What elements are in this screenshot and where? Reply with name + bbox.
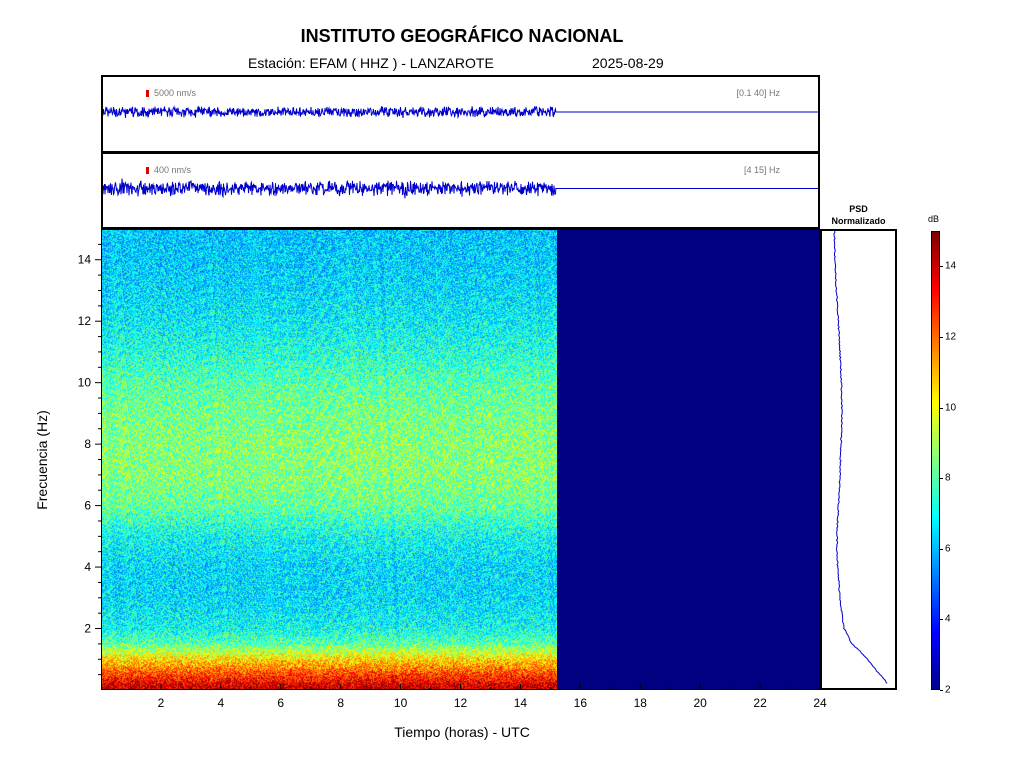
x-tick-label: 20 [693,696,707,710]
page-title: INSTITUTO GEOGRÁFICO NACIONAL [300,26,624,46]
trace-waveform [103,105,818,120]
colorbar-tick-label: 6 [945,543,951,555]
y-tick-label: 10 [78,376,92,390]
colorbar-tick-mark [940,548,943,550]
colorbar-tick-label: 12 [945,331,957,343]
colorbar-tick-mark [940,407,943,409]
x-tick-label: 10 [394,696,408,710]
scale-bar-icon [146,167,149,174]
psd-panel [820,229,897,690]
scale-label: 5000 nm/s [154,88,197,98]
colorbar-unit: dB [928,214,940,224]
colorbar-tick-mark [940,478,943,480]
y-tick-label: 4 [84,560,91,574]
seismogram-trace-broadband: 5000 nm/s [0.1 40] Hz [101,75,820,153]
x-tick-label: 18 [634,696,648,710]
colorbar-tick-label: 8 [945,472,951,484]
colorbar-tick-label: 2 [945,684,951,696]
colorbar-tick-mark [940,266,943,268]
colorbar [931,231,940,690]
y-tick-label: 6 [84,499,91,513]
x-tick-label: 16 [574,696,588,710]
station-label: Estación: EFAM ( HHZ ) - LANZAROTE [248,55,494,71]
scale-label: 400 nm/s [154,165,192,175]
x-tick-label: 22 [753,696,767,710]
x-tick-label: 14 [514,696,528,710]
y-tick-label: 2 [84,622,91,636]
colorbar-tick-label: 4 [945,613,951,625]
spectrogram-image [102,230,557,689]
date-label: 2025-08-29 [592,55,664,71]
y-tick-label: 12 [78,314,92,328]
band-label: [4 15] Hz [743,165,780,175]
colorbar-tick-mark [940,336,943,338]
x-tick-label: 24 [813,696,827,710]
psd-title: PSD Normalizado [820,203,897,227]
seismogram-trace-filtered: 400 nm/s [4 15] Hz [101,152,820,229]
x-axis-ticks: 2 4 6 8 10 12 14 16 18 20 22 24 [130,684,827,710]
trace-waveform [103,178,818,199]
psd-title-line2: Normalizado [831,216,886,226]
colorbar-tick-mark [940,690,943,691]
y-axis-ticks: 2 4 6 8 10 12 14 [78,243,101,676]
psd-curve [833,231,888,684]
x-tick-label: 4 [217,696,224,710]
scale-bar-icon [146,90,149,97]
x-axis-label: Tiempo (horas) - UTC [394,724,530,740]
psd-title-line1: PSD [849,204,868,214]
x-tick-label: 8 [337,696,344,710]
x-tick-label: 12 [454,696,468,710]
y-axis-label: Frecuencia (Hz) [34,410,50,510]
spectrogram [101,229,820,690]
x-tick-label: 6 [277,696,284,710]
colorbar-tick-mark [940,619,943,621]
band-label: [0.1 40] Hz [736,88,780,98]
y-tick-label: 14 [78,253,92,267]
x-tick-label: 2 [158,696,165,710]
colorbar-tick-label: 14 [945,260,957,272]
colorbar-tick-label: 10 [945,402,957,414]
y-tick-label: 8 [84,437,91,451]
